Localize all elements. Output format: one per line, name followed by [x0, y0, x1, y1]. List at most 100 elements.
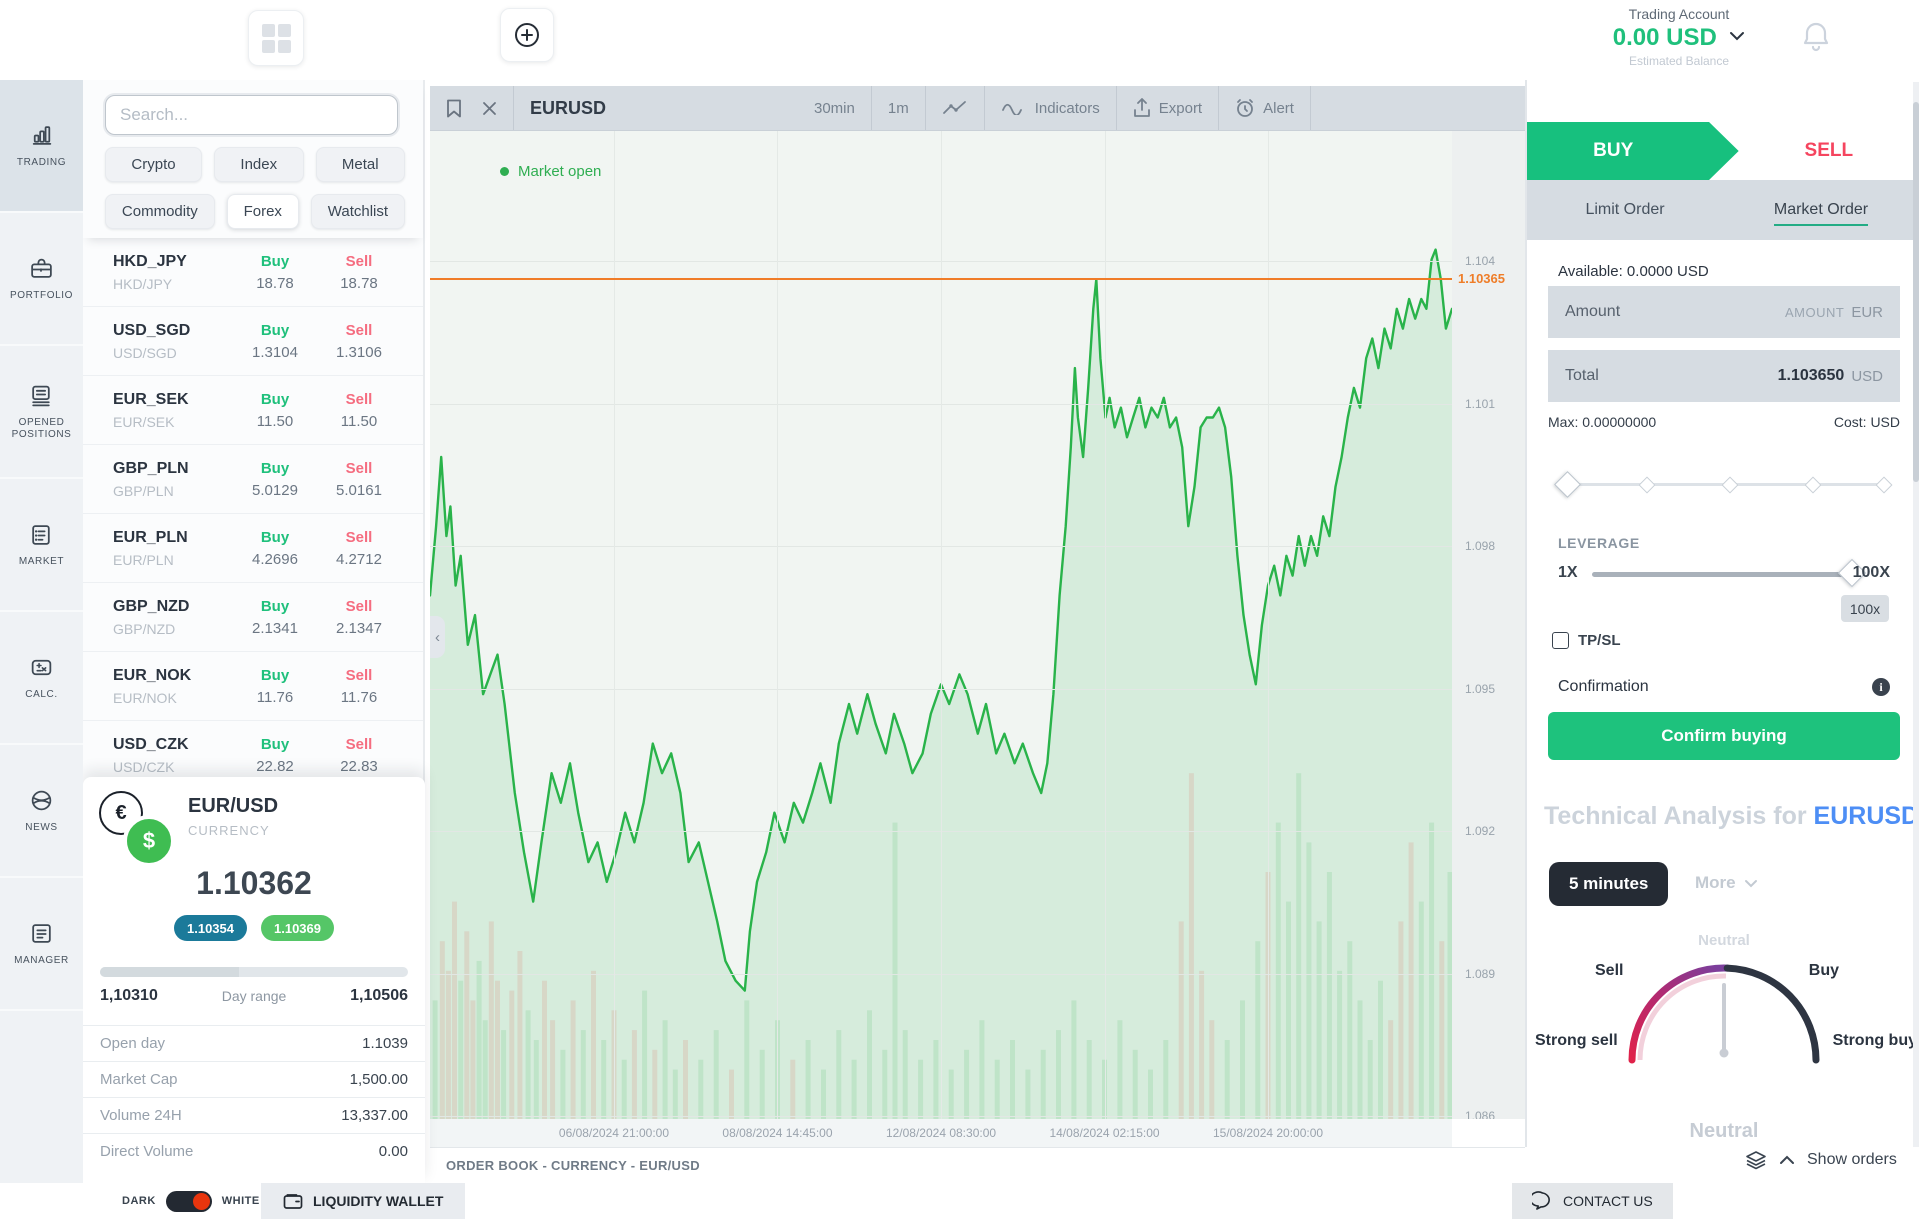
- stat-value: 13,337.00: [341, 1107, 408, 1124]
- pair-buy-cell[interactable]: Buy 18.78: [233, 253, 317, 292]
- pair-sell-cell[interactable]: Sell 4.2712: [317, 529, 401, 568]
- category-button-watchlist[interactable]: Watchlist: [310, 194, 405, 229]
- timeframe-1m-button[interactable]: 1m: [872, 86, 926, 130]
- amount-field[interactable]: Amount AMOUNT EUR: [1548, 286, 1900, 338]
- category-button-commodity[interactable]: Commodity: [105, 194, 215, 229]
- sidebar-item-market[interactable]: MARKET: [0, 479, 83, 612]
- sidebar-item-portfolio[interactable]: PORTFOLIO: [0, 213, 83, 346]
- pair-sell-cell[interactable]: Sell 11.76: [317, 667, 401, 706]
- confirm-buying-button[interactable]: Confirm buying: [1548, 712, 1900, 760]
- confirmation-row: Confirmation i: [1558, 678, 1890, 696]
- close-icon[interactable]: [482, 101, 497, 116]
- tpsl-checkbox[interactable]: [1552, 632, 1569, 649]
- pair-buy-cell[interactable]: Buy 1.3104: [233, 322, 317, 361]
- info-icon[interactable]: i: [1872, 678, 1890, 696]
- timeframe-30min-button[interactable]: 30min: [798, 86, 872, 130]
- pair-buy-cell[interactable]: Buy 2.1341: [233, 598, 317, 637]
- pair-row[interactable]: EUR_NOK EUR/NOK Buy 11.76 Sell 11.76: [83, 652, 423, 721]
- amount-slider-stop-100[interactable]: [1875, 476, 1893, 494]
- pair-sell-cell[interactable]: Sell 2.1347: [317, 598, 401, 637]
- pair-sell-cell[interactable]: Sell 18.78: [317, 253, 401, 292]
- leverage-slider[interactable]: 1X 100X: [1558, 558, 1890, 588]
- stat-label: Volume 24H: [100, 1107, 182, 1124]
- ask-badge[interactable]: 1.10369: [261, 915, 334, 941]
- sidebar-item-manager[interactable]: MANAGER: [0, 878, 83, 1011]
- amount-slider-handle[interactable]: [1554, 471, 1581, 498]
- stat-row: Volume 24H 13,337.00: [83, 1097, 425, 1133]
- add-widget-button[interactable]: [500, 8, 554, 62]
- category-button-crypto[interactable]: Crypto: [105, 147, 202, 182]
- workspace-grid-button[interactable]: [248, 10, 304, 66]
- pair-buy-cell[interactable]: Buy 11.76: [233, 667, 317, 706]
- gauge-buy-label: Buy: [1808, 962, 1839, 979]
- current-price-line: [430, 278, 1452, 281]
- buy-price: 11.76: [256, 688, 294, 706]
- pair-buy-cell[interactable]: Buy 4.2696: [233, 529, 317, 568]
- sidebar-item-calc[interactable]: CALC.: [0, 612, 83, 745]
- contact-us-button[interactable]: CONTACT US: [1512, 1183, 1673, 1219]
- pair-sell-cell[interactable]: Sell 5.0161: [317, 460, 401, 499]
- pair-row[interactable]: EUR_SEK EUR/SEK Buy 11.50 Sell 11.50: [83, 376, 423, 445]
- pair-sell-cell[interactable]: Sell 22.83: [317, 736, 401, 775]
- pair-row[interactable]: GBP_NZD GBP/NZD Buy 2.1341 Sell 2.1347: [83, 583, 423, 652]
- sidebar-item-trading[interactable]: TRADING: [0, 80, 83, 213]
- pair-sell-cell[interactable]: Sell 11.50: [317, 391, 401, 430]
- sidebar-item-opened-positions[interactable]: OPENED POSITIONS: [0, 346, 83, 479]
- price-chart[interactable]: Market open: [430, 131, 1452, 1119]
- tab-sell[interactable]: SELL: [1804, 140, 1854, 161]
- pair-buy-cell[interactable]: Buy 11.50: [233, 391, 317, 430]
- category-button-forex[interactable]: Forex: [226, 194, 299, 229]
- amount-slider-stop-50[interactable]: [1721, 476, 1739, 494]
- category-button-metal[interactable]: Metal: [315, 147, 406, 182]
- chart-type-button[interactable]: [926, 86, 985, 130]
- pair-sell-cell[interactable]: Sell 1.3106: [317, 322, 401, 361]
- trading-account-widget[interactable]: Trading Account 0.00 USD Estimated Balan…: [1569, 6, 1789, 68]
- export-button[interactable]: Export: [1117, 86, 1220, 130]
- total-field[interactable]: Total 1.103650 USD: [1548, 350, 1900, 402]
- chevron-down-icon[interactable]: [1729, 31, 1745, 41]
- pair-row[interactable]: GBP_PLN GBP/PLN Buy 5.0129 Sell 5.0161: [83, 445, 423, 514]
- search-input[interactable]: [105, 95, 398, 135]
- price-axis[interactable]: 1.10365 1.1071.1041.1011.0981.0951.0921.…: [1452, 131, 1525, 1119]
- amount-slider-stop-75[interactable]: [1804, 476, 1822, 494]
- sell-price: 11.50: [340, 412, 378, 430]
- bid-badge[interactable]: 1.10354: [174, 915, 247, 941]
- pair-buy-cell[interactable]: Buy 5.0129: [233, 460, 317, 499]
- plus-circle-icon: [515, 23, 539, 47]
- alert-button[interactable]: Alert: [1219, 86, 1311, 130]
- liquidity-wallet-button[interactable]: LIQUIDITY WALLET: [261, 1183, 466, 1219]
- time-axis[interactable]: 06/08/2024 21:00:00 08/08/2024 14:45:00 12…: [430, 1119, 1452, 1147]
- buy-sell-tabs: BUY SELL: [1527, 122, 1919, 180]
- ta-more-dropdown[interactable]: More: [1695, 873, 1758, 893]
- amount-slider[interactable]: [1554, 471, 1893, 498]
- amount-slider-stop-25[interactable]: [1638, 476, 1656, 494]
- pair-row[interactable]: HKD_JPY HKD/JPY Buy 18.78 Sell 18.78: [83, 238, 423, 307]
- layers-icon: [1746, 1151, 1766, 1170]
- tpsl-checkbox-row[interactable]: TP/SL: [1552, 632, 1621, 649]
- theme-toggle[interactable]: [165, 1190, 212, 1212]
- max-cost-row: Max: 0.00000000 Cost: USD: [1548, 414, 1900, 430]
- sidebar-item-news[interactable]: NEWS: [0, 745, 83, 878]
- calc-icon: [31, 659, 52, 675]
- bookmark-icon[interactable]: [446, 99, 462, 118]
- opened-positions-icon: [32, 385, 50, 406]
- buy-label: Buy: [260, 735, 290, 753]
- show-orders-button[interactable]: Show orders: [1745, 1150, 1897, 1170]
- panel-scrollbar[interactable]: [1913, 82, 1919, 1147]
- pair-buy-cell[interactable]: Buy 22.82: [233, 736, 317, 775]
- limit-order-tab[interactable]: Limit Order: [1585, 201, 1665, 218]
- market-order-tab[interactable]: Market Order: [1723, 201, 1919, 226]
- pair-row[interactable]: USD_SGD USD/SGD Buy 1.3104 Sell 1.3106: [83, 307, 423, 376]
- pair-row[interactable]: EUR_PLN EUR/PLN Buy 4.2696 Sell 4.2712: [83, 514, 423, 583]
- total-value: 1.103650: [1777, 367, 1845, 384]
- collapse-panel-tab[interactable]: ‹: [430, 616, 445, 658]
- order-book-bar[interactable]: ORDER BOOK - CURRENCY - EUR/USD: [430, 1147, 1525, 1183]
- notifications-bell-icon[interactable]: [1801, 20, 1831, 54]
- sidebar-item-label: CALC.: [25, 688, 58, 700]
- pair-name: EUR/PLN: [113, 551, 174, 568]
- ta-timeframe-chip[interactable]: 5 minutes: [1549, 862, 1669, 906]
- indicators-button[interactable]: Indicators: [985, 86, 1117, 130]
- category-button-index[interactable]: Index: [214, 147, 304, 182]
- tab-buy[interactable]: BUY: [1527, 122, 1739, 180]
- indicators-label: Indicators: [1034, 99, 1100, 117]
